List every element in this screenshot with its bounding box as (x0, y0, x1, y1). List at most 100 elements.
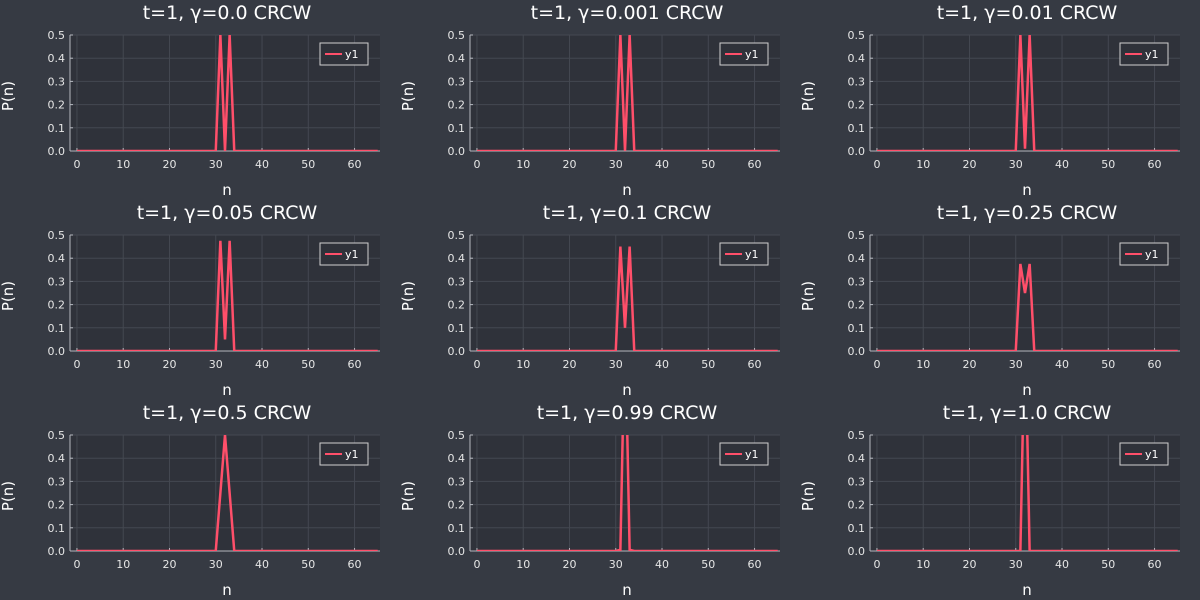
x-tick-label: 30 (1009, 558, 1023, 571)
y-tick-label: 0.2 (448, 299, 466, 312)
x-axis-label: n (622, 381, 632, 399)
y-tick-label: 0.0 (848, 545, 866, 558)
x-tick-label: 40 (655, 558, 669, 571)
x-axis-label: n (622, 181, 632, 199)
legend-box (319, 242, 369, 266)
legend-label: y1 (1145, 248, 1159, 261)
y-tick-label: 0.2 (448, 99, 466, 112)
y-tick-label: 0.1 (48, 322, 66, 335)
y-axis-label: P(n) (0, 281, 17, 311)
y-tick-label: 0.3 (448, 475, 466, 488)
x-tick-label: 40 (1055, 358, 1069, 371)
x-tick-label: 10 (116, 158, 130, 171)
x-tick-label: 0 (473, 158, 480, 171)
x-tick-label: 0 (473, 358, 480, 371)
x-axis-label: n (1022, 181, 1032, 199)
y-tick-label: 0.2 (48, 299, 66, 312)
y-tick-label: 0.3 (48, 475, 66, 488)
x-tick-label: 30 (209, 158, 223, 171)
y-tick-label: 0.3 (848, 275, 866, 288)
legend: y1 (319, 42, 369, 66)
legend-box (719, 42, 769, 66)
x-tick-label: 50 (301, 358, 315, 371)
x-tick-label: 60 (1148, 558, 1162, 571)
x-tick-label: 30 (609, 558, 623, 571)
subplot-1: 0 10 20 30 40 50 60 0.0 0.1 0.2 0.3 0.4 0.5 t=1, γ=0.… (0, 2, 380, 199)
x-tick-label: 60 (1148, 158, 1162, 171)
x-axis-label: n (1022, 581, 1032, 599)
y-tick-label: 0.1 (848, 322, 866, 335)
y-tick-label: 0.5 (48, 429, 66, 442)
x-tick-label: 50 (301, 158, 315, 171)
legend-box (319, 42, 369, 66)
y-tick-label: 0.2 (448, 499, 466, 512)
x-tick-label: 60 (348, 558, 362, 571)
x-tick-label: 20 (962, 558, 976, 571)
chart-title: t=1, γ=1.0 CRCW (943, 402, 1112, 424)
legend-label: y1 (745, 48, 759, 61)
x-tick-label: 10 (916, 158, 930, 171)
y-tick-label: 0.5 (448, 229, 466, 242)
subplot-3: 0 10 20 30 40 50 60 0.0 0.1 0.2 0.3 0.4 0.5 t=1, γ=0.… (799, 2, 1180, 199)
x-tick-label: 30 (1009, 358, 1023, 371)
subplot-5: 0 10 20 30 40 50 60 0.0 0.1 0.2 0.3 0.4 0.5 t=1, γ=0.… (399, 202, 780, 399)
series-line-y1 (876, 263, 1178, 351)
x-tick-label: 20 (562, 158, 576, 171)
y-axis-label: P(n) (399, 81, 417, 111)
x-tick-label: 0 (873, 358, 880, 371)
x-tick-label: 50 (1101, 558, 1115, 571)
y-tick-label: 0.4 (448, 52, 466, 65)
y-tick-label: 0.3 (48, 75, 66, 88)
y-tick-label: 0.2 (848, 499, 866, 512)
subplot-8: 0 10 20 30 40 50 60 0.0 0.1 0.2 0.3 0.4 0.5 t=1, γ=0.… (399, 402, 780, 599)
y-tick-label: 0.4 (848, 52, 866, 65)
y-axis-label: P(n) (399, 281, 417, 311)
legend: y1 (319, 242, 369, 266)
legend-label: y1 (345, 248, 359, 261)
y-axis-label: P(n) (0, 81, 17, 111)
y-tick-label: 0.2 (48, 99, 66, 112)
x-tick-label: 20 (962, 358, 976, 371)
series-line-y1 (76, 240, 378, 351)
x-axis-label: n (222, 181, 232, 199)
x-tick-label: 10 (516, 358, 530, 371)
x-tick-label: 0 (473, 558, 480, 571)
y-tick-label: 0.0 (48, 145, 66, 158)
x-tick-label: 30 (609, 158, 623, 171)
subplot-2: 0 10 20 30 40 50 60 0.0 0.1 0.2 0.3 0.4 0.5 t=1, γ=0.… (399, 2, 780, 199)
x-tick-label: 50 (301, 558, 315, 571)
y-tick-label: 0.0 (48, 545, 66, 558)
x-tick-label: 10 (116, 358, 130, 371)
x-tick-label: 30 (209, 358, 223, 371)
legend: y1 (319, 442, 369, 466)
y-tick-label: 0.5 (848, 29, 866, 42)
legend: y1 (719, 42, 769, 66)
y-tick-label: 0.3 (448, 275, 466, 288)
x-tick-label: 40 (1055, 158, 1069, 171)
legend: y1 (719, 442, 769, 466)
y-tick-label: 0.1 (448, 522, 466, 535)
y-tick-label: 0.2 (848, 99, 866, 112)
x-tick-label: 20 (562, 358, 576, 371)
legend-box (719, 242, 769, 266)
chart-title: t=1, γ=0.1 CRCW (543, 202, 712, 224)
legend-label: y1 (1145, 48, 1159, 61)
y-tick-label: 0.2 (48, 499, 66, 512)
y-tick-label: 0.1 (848, 122, 866, 135)
y-tick-label: 0.4 (48, 452, 66, 465)
legend: y1 (719, 242, 769, 266)
y-tick-label: 0.4 (848, 252, 866, 265)
legend: y1 (1119, 242, 1169, 266)
y-tick-label: 0.1 (448, 322, 466, 335)
x-tick-label: 60 (748, 158, 762, 171)
x-tick-label: 20 (962, 158, 976, 171)
x-tick-label: 40 (1055, 558, 1069, 571)
x-tick-label: 30 (209, 558, 223, 571)
legend-box (319, 442, 369, 466)
y-tick-label: 0.3 (848, 475, 866, 488)
x-axis-label: n (1022, 381, 1032, 399)
y-tick-label: 0.4 (48, 252, 66, 265)
x-tick-label: 0 (73, 558, 80, 571)
legend-label: y1 (745, 248, 759, 261)
x-tick-label: 60 (348, 158, 362, 171)
